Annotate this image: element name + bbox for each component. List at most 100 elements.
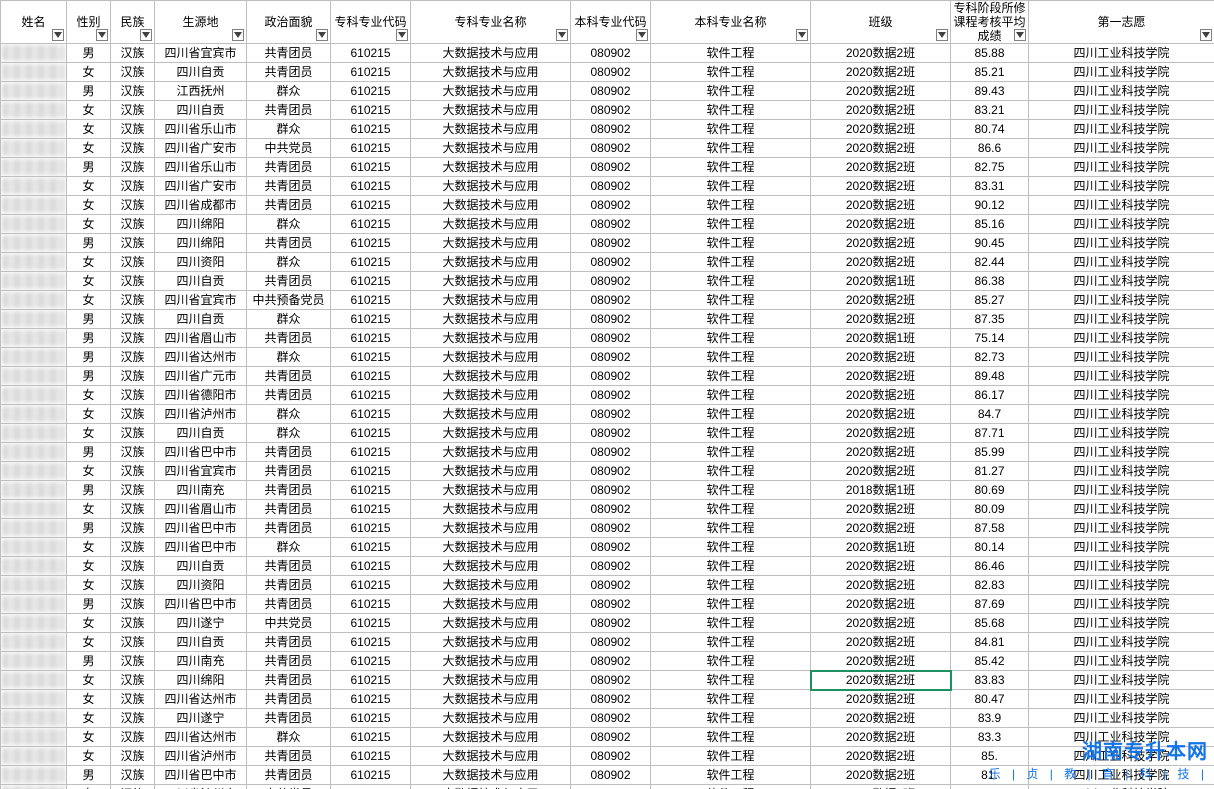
cell-zc[interactable]: 610215 — [331, 253, 411, 272]
cell-src[interactable]: 四川自贡 — [155, 63, 247, 82]
cell-sex[interactable]: 女 — [67, 120, 111, 139]
cell-zn[interactable]: 大数据技术与应用 — [411, 405, 571, 424]
cell-w1[interactable]: 四川工业科技学院 — [1029, 443, 1214, 462]
cell-zc[interactable]: 610215 — [331, 519, 411, 538]
cell-bn[interactable]: 软件工程 — [651, 177, 811, 196]
cell-bn[interactable]: 软件工程 — [651, 690, 811, 709]
cell-eth[interactable]: 汉族 — [111, 386, 155, 405]
cell-zn[interactable]: 大数据技术与应用 — [411, 728, 571, 747]
cell-sex[interactable]: 女 — [67, 557, 111, 576]
cell-sc[interactable]: 86.17 — [951, 386, 1029, 405]
cell-sc[interactable]: 85.68 — [951, 614, 1029, 633]
cell-sc[interactable]: 80.69 — [951, 481, 1029, 500]
cell-eth[interactable]: 汉族 — [111, 44, 155, 63]
cell-w1[interactable]: 四川工业科技学院 — [1029, 500, 1214, 519]
cell-pol[interactable]: 共青团员 — [247, 576, 331, 595]
cell-eth[interactable]: 汉族 — [111, 139, 155, 158]
cell-bc[interactable]: 080902 — [571, 367, 651, 386]
cell-src[interactable]: 四川省巴中市 — [155, 595, 247, 614]
cell-zn[interactable]: 大数据技术与应用 — [411, 44, 571, 63]
header-sex[interactable]: 性别 — [67, 1, 111, 44]
cell-w1[interactable]: 四川工业科技学院 — [1029, 481, 1214, 500]
header-bn[interactable]: 本科专业名称 — [651, 1, 811, 44]
cell-w1[interactable]: 四川工业科技学院 — [1029, 386, 1214, 405]
cell-sc[interactable]: 80.47 — [951, 690, 1029, 709]
cell-name[interactable] — [1, 633, 67, 652]
cell-bn[interactable]: 软件工程 — [651, 766, 811, 785]
cell-sc[interactable]: 84.7 — [951, 405, 1029, 424]
cell-name[interactable] — [1, 215, 67, 234]
cell-zc[interactable]: 610215 — [331, 652, 411, 671]
cell-zc[interactable]: 610215 — [331, 405, 411, 424]
cell-bn[interactable]: 软件工程 — [651, 215, 811, 234]
cell-pol[interactable]: 群众 — [247, 215, 331, 234]
cell-zn[interactable]: 大数据技术与应用 — [411, 139, 571, 158]
cell-pol[interactable]: 共青团员 — [247, 462, 331, 481]
cell-bn[interactable]: 软件工程 — [651, 44, 811, 63]
cell-bn[interactable]: 软件工程 — [651, 747, 811, 766]
cell-cls[interactable]: 2020数据2班 — [811, 215, 951, 234]
cell-src[interactable]: 四川省泸州市 — [155, 405, 247, 424]
cell-pol[interactable]: 群众 — [247, 348, 331, 367]
cell-cls[interactable]: 2020数据1班 — [811, 272, 951, 291]
cell-name[interactable] — [1, 424, 67, 443]
cell-bc[interactable]: 080902 — [571, 671, 651, 690]
cell-eth[interactable]: 汉族 — [111, 690, 155, 709]
filter-dropdown-icon[interactable] — [232, 29, 244, 41]
cell-cls[interactable]: 2020数据2班 — [811, 709, 951, 728]
cell-name[interactable] — [1, 538, 67, 557]
cell-name[interactable] — [1, 272, 67, 291]
cell-zn[interactable]: 大数据技术与应用 — [411, 652, 571, 671]
cell-eth[interactable]: 汉族 — [111, 424, 155, 443]
cell-sex[interactable]: 女 — [67, 500, 111, 519]
cell-sc[interactable]: 82.83 — [951, 576, 1029, 595]
cell-sc[interactable]: 81. — [951, 766, 1029, 785]
cell-w1[interactable]: 四川工业科技学院 — [1029, 272, 1214, 291]
cell-pol[interactable]: 共青团员 — [247, 443, 331, 462]
cell-sex[interactable]: 女 — [67, 424, 111, 443]
cell-zc[interactable]: 610215 — [331, 671, 411, 690]
cell-src[interactable]: 四川绵阳 — [155, 234, 247, 253]
cell-pol[interactable]: 共青团员 — [247, 747, 331, 766]
cell-cls[interactable]: 2020数据2班 — [811, 443, 951, 462]
cell-w1[interactable]: 四川工业科技学院 — [1029, 367, 1214, 386]
cell-sc[interactable]: 85.42 — [951, 652, 1029, 671]
cell-bn[interactable]: 软件工程 — [651, 709, 811, 728]
cell-sex[interactable]: 男 — [67, 519, 111, 538]
cell-name[interactable] — [1, 367, 67, 386]
cell-name[interactable] — [1, 709, 67, 728]
cell-w1[interactable]: 四川工业科技学院 — [1029, 614, 1214, 633]
header-name[interactable]: 姓名 — [1, 1, 67, 44]
cell-src[interactable]: 四川省眉山市 — [155, 500, 247, 519]
cell-sex[interactable]: 男 — [67, 82, 111, 101]
cell-eth[interactable]: 汉族 — [111, 481, 155, 500]
cell-w1[interactable]: 四川工业科技学院 — [1029, 234, 1214, 253]
cell-src[interactable]: 江西抚州 — [155, 82, 247, 101]
cell-zc[interactable]: 610215 — [331, 291, 411, 310]
cell-cls[interactable]: 2020数据2班 — [811, 576, 951, 595]
cell-sex[interactable]: 女 — [67, 462, 111, 481]
cell-eth[interactable]: 汉族 — [111, 215, 155, 234]
cell-cls[interactable]: 2020数据2班 — [811, 766, 951, 785]
cell-zn[interactable]: 大数据技术与应用 — [411, 500, 571, 519]
cell-bn[interactable]: 软件工程 — [651, 196, 811, 215]
cell-cls[interactable]: 2020数据2班 — [811, 367, 951, 386]
cell-bn[interactable]: 软件工程 — [651, 82, 811, 101]
filter-dropdown-icon[interactable] — [556, 29, 568, 41]
cell-w1[interactable]: 四川工业科技学院 — [1029, 44, 1214, 63]
filter-dropdown-icon[interactable] — [796, 29, 808, 41]
cell-cls[interactable]: 2020数据2班 — [811, 614, 951, 633]
cell-zc[interactable]: 610215 — [331, 44, 411, 63]
cell-pol[interactable]: 共青团员 — [247, 272, 331, 291]
cell-sc[interactable]: 85. — [951, 785, 1029, 789]
cell-sc[interactable]: 85.27 — [951, 291, 1029, 310]
cell-bn[interactable]: 软件工程 — [651, 557, 811, 576]
cell-zc[interactable]: 610215 — [331, 500, 411, 519]
cell-pol[interactable]: 共青团员 — [247, 44, 331, 63]
cell-sex[interactable]: 女 — [67, 747, 111, 766]
cell-sc[interactable]: 86.46 — [951, 557, 1029, 576]
cell-sc[interactable]: 85.99 — [951, 443, 1029, 462]
cell-name[interactable] — [1, 519, 67, 538]
cell-src[interactable]: 四川资阳 — [155, 253, 247, 272]
cell-bc[interactable]: 080902 — [571, 443, 651, 462]
